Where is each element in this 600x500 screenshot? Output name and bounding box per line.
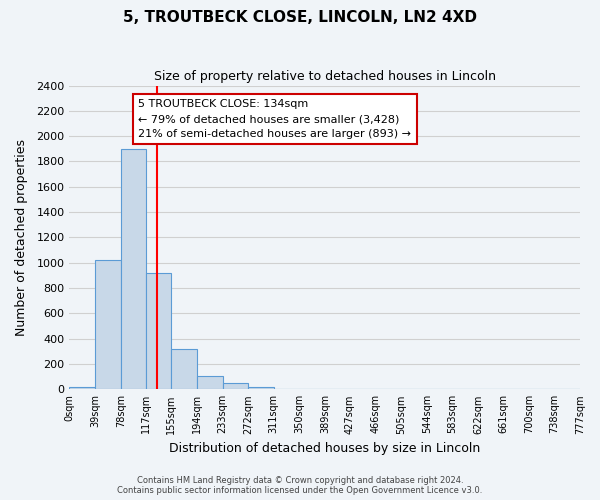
Title: Size of property relative to detached houses in Lincoln: Size of property relative to detached ho… — [154, 70, 496, 83]
Text: Contains HM Land Registry data © Crown copyright and database right 2024.
Contai: Contains HM Land Registry data © Crown c… — [118, 476, 482, 495]
Bar — [223, 383, 248, 390]
Bar — [70, 387, 95, 390]
Bar — [197, 376, 223, 390]
Bar — [248, 387, 274, 390]
Bar — [146, 273, 171, 390]
Text: 5 TROUTBECK CLOSE: 134sqm
← 79% of detached houses are smaller (3,428)
21% of se: 5 TROUTBECK CLOSE: 134sqm ← 79% of detac… — [139, 99, 412, 139]
Y-axis label: Number of detached properties: Number of detached properties — [15, 139, 28, 336]
Bar — [95, 260, 121, 390]
X-axis label: Distribution of detached houses by size in Lincoln: Distribution of detached houses by size … — [169, 442, 481, 455]
Text: 5, TROUTBECK CLOSE, LINCOLN, LN2 4XD: 5, TROUTBECK CLOSE, LINCOLN, LN2 4XD — [123, 10, 477, 25]
Bar — [121, 149, 146, 390]
Bar — [171, 350, 197, 390]
